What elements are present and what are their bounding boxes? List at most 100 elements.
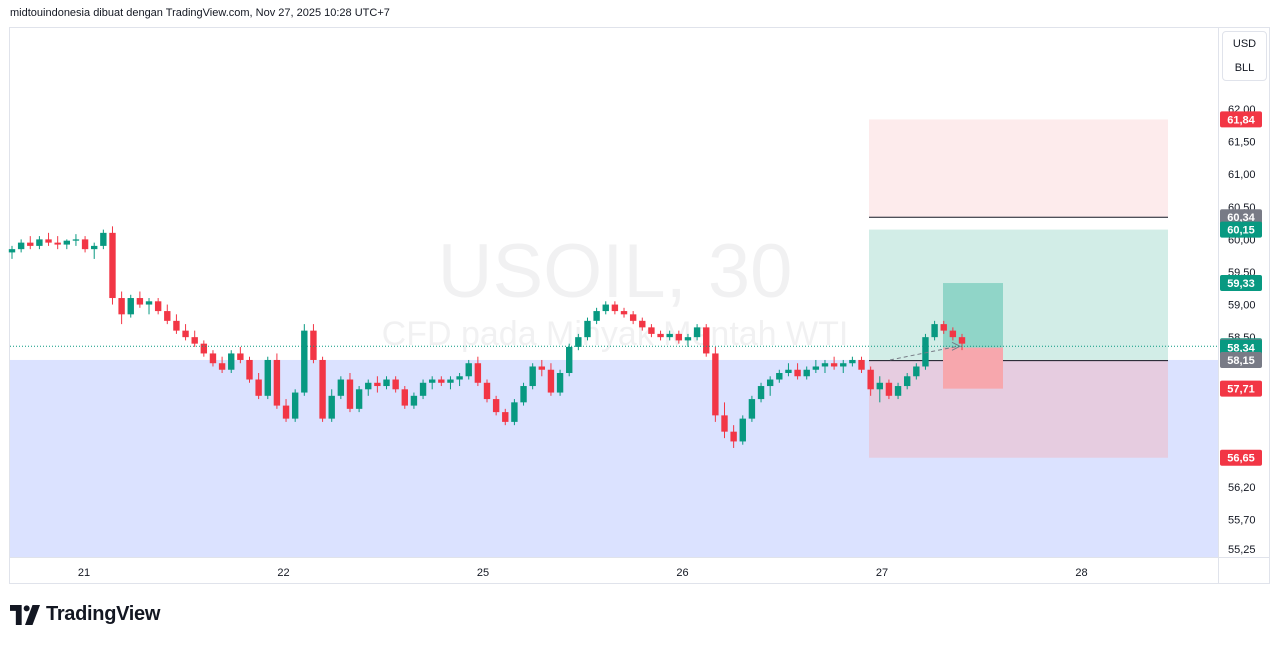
candle — [401, 386, 408, 409]
price-badge-bg — [1220, 380, 1262, 397]
candle-body — [118, 298, 125, 315]
candle-body — [575, 337, 582, 347]
candle — [209, 350, 217, 367]
candle — [739, 415, 746, 445]
price-badge-text: 60,34 — [1227, 212, 1255, 224]
candle-body — [273, 359, 281, 406]
candle-body — [547, 369, 555, 393]
candle-body — [602, 304, 609, 312]
candle-body — [748, 399, 756, 419]
candle — [830, 356, 838, 370]
candle-body — [301, 330, 308, 393]
candle — [885, 379, 893, 400]
candle-body — [218, 363, 226, 370]
candle — [136, 291, 144, 308]
projection-arrow-head — [951, 341, 962, 351]
candle — [91, 242, 98, 259]
candle — [629, 311, 637, 325]
candle-body — [456, 376, 463, 380]
candle-body — [913, 366, 920, 377]
inner-stop-zone — [943, 347, 1003, 389]
candle — [602, 301, 609, 315]
price-badge-bg — [1220, 209, 1262, 226]
candle-body — [858, 359, 865, 370]
candle-series — [8, 226, 966, 448]
candle-body — [492, 399, 500, 413]
candle — [173, 314, 180, 334]
candle-body — [54, 242, 61, 245]
candle-body — [794, 369, 801, 377]
candle — [593, 307, 600, 325]
candle — [721, 402, 728, 439]
candle — [118, 291, 125, 325]
candle — [575, 333, 582, 351]
candle — [355, 386, 363, 413]
author-name[interactable]: midtouindonesia — [10, 7, 91, 19]
candle-body — [584, 320, 591, 338]
candle — [310, 324, 317, 364]
candle-body — [821, 363, 829, 367]
candle — [218, 356, 226, 373]
tradingview-logo[interactable]: TradingView — [10, 603, 160, 626]
candle-body — [803, 369, 810, 377]
candle — [282, 399, 290, 422]
candle — [17, 239, 25, 253]
candle — [657, 330, 664, 341]
candle-body — [721, 415, 728, 432]
price-badge-text: 57,71 — [1227, 384, 1255, 396]
candle-body — [730, 431, 737, 442]
candle — [109, 226, 116, 305]
candle — [538, 359, 546, 377]
candle-body — [447, 379, 454, 383]
candle-body — [465, 363, 472, 377]
projection-arrow — [889, 345, 959, 361]
candle — [922, 333, 929, 370]
candle — [611, 301, 619, 315]
candle — [903, 373, 911, 390]
time-tick-label: 21 — [78, 567, 90, 579]
candle-body — [666, 333, 673, 338]
candle — [958, 333, 966, 351]
candle — [620, 307, 628, 318]
price-badge: 59,33 — [1220, 275, 1262, 292]
candle — [365, 379, 372, 396]
candle — [766, 376, 774, 396]
time-tick-label: 22 — [277, 567, 289, 579]
candle-body — [776, 373, 783, 380]
candle-body — [91, 245, 98, 250]
currency-unit-toggle[interactable]: USD BLL — [1222, 31, 1267, 81]
candle-body — [319, 359, 326, 419]
price-tick-label: 61,00 — [1228, 169, 1256, 181]
candle-body — [72, 239, 80, 241]
unit-label[interactable]: BLL — [1234, 62, 1255, 74]
price-badge-bg — [1220, 221, 1262, 238]
candle-body — [154, 301, 162, 312]
candle-body — [136, 298, 144, 305]
candle-body — [383, 379, 390, 387]
candle — [191, 330, 198, 347]
candle-body — [840, 363, 847, 367]
candle-body — [109, 232, 116, 299]
candle-body — [922, 337, 929, 367]
price-badge-bg — [1220, 275, 1262, 292]
candle-body — [127, 298, 134, 315]
candle — [648, 324, 655, 338]
price-tick-label: 59,00 — [1228, 300, 1256, 312]
candle — [301, 324, 308, 396]
outer-stop-zone — [869, 119, 1168, 218]
price-badge-text: 58,34 — [1227, 343, 1255, 355]
price-badge: 58,15 — [1220, 351, 1262, 368]
candle — [63, 239, 71, 250]
candle-body — [228, 353, 235, 370]
candle — [940, 320, 947, 334]
candle-body — [483, 382, 491, 400]
currency-label[interactable]: USD — [1232, 38, 1257, 50]
candle-body — [310, 330, 317, 360]
price-badge: 61,84 — [1220, 111, 1262, 128]
candle-body — [191, 337, 198, 344]
price-badge-bg — [1220, 111, 1262, 128]
candle-body — [337, 379, 345, 396]
candle — [584, 317, 591, 341]
candle — [529, 363, 536, 390]
